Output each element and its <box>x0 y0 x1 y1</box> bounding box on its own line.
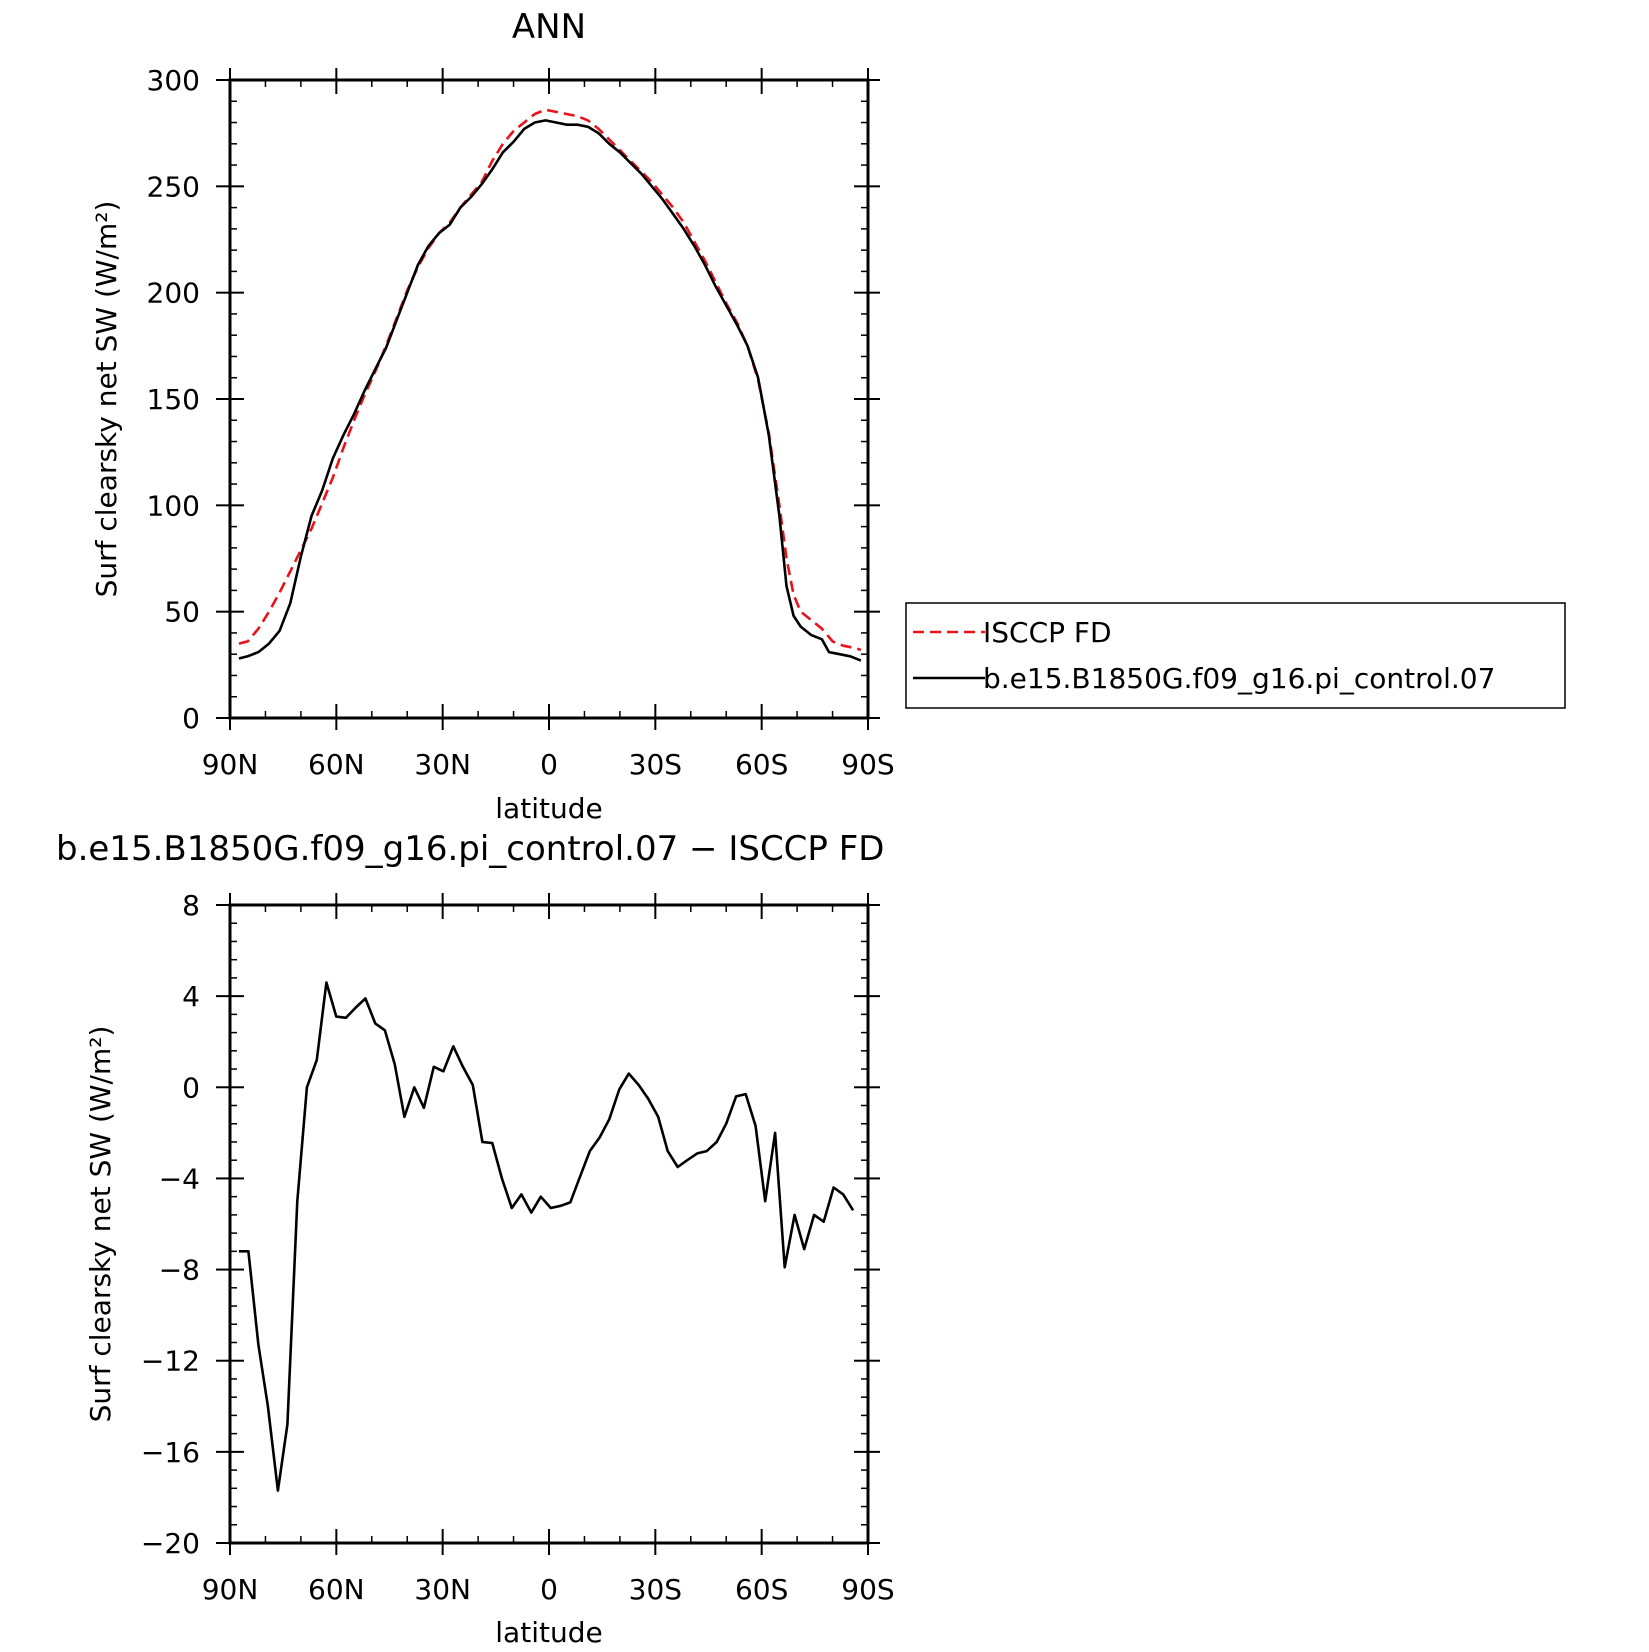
legend-label-model: b.e15.B1850G.f09_g16.pi_control.07 <box>983 662 1495 695</box>
top-ytick-label: 300 <box>147 64 200 97</box>
top-xtick-label: 60N <box>308 748 365 781</box>
top-series-line-1 <box>238 119 862 662</box>
bottom-plot-frame <box>228 903 870 1545</box>
top-axis-ticks: 90N 60N 30N 0 30S 60S 90S 0 50 100 150 200 250 300 <box>147 64 895 781</box>
bottom-ytick-label: −20 <box>141 1527 200 1560</box>
bottom-xtick-label: 90N <box>202 1573 259 1606</box>
top-panel-title: ANN <box>512 7 586 47</box>
top-xtick-label: 30N <box>414 748 471 781</box>
bottom-xtick-label: 0 <box>540 1573 558 1606</box>
bottom-ytick-label: 8 <box>182 889 200 922</box>
legend: ISCCP FD b.e15.B1850G.f09_g16.pi_control… <box>905 602 1566 709</box>
legend-label-isccp: ISCCP FD <box>983 616 1112 649</box>
bottom-xtick-label: 30S <box>629 1573 682 1606</box>
bottom-series-line-0 <box>238 981 855 1492</box>
bottom-x-axis-label: latitude <box>495 1616 602 1649</box>
bottom-series-lines <box>238 981 855 1492</box>
bottom-xtick-label: 60N <box>308 1573 365 1606</box>
top-ytick-label: 200 <box>147 277 200 310</box>
bottom-xtick-label: 60S <box>735 1573 788 1606</box>
top-ytick-label: 250 <box>147 170 200 203</box>
bottom-ytick-label: −12 <box>141 1345 200 1378</box>
bottom-ytick-label: −8 <box>159 1254 200 1287</box>
top-x-axis-label: latitude <box>495 792 602 825</box>
top-xtick-label: 0 <box>540 748 558 781</box>
top-series-line-0 <box>238 108 862 652</box>
top-ytick-label: 0 <box>182 702 200 735</box>
bottom-xtick-label: 90S <box>841 1573 894 1606</box>
top-xtick-label: 90S <box>841 748 894 781</box>
top-xtick-label: 90N <box>202 748 259 781</box>
bottom-xtick-label: 30N <box>414 1573 471 1606</box>
bottom-y-axis-label: Surf clearsky net SW (W/m²) <box>84 1026 117 1423</box>
top-xtick-label: 60S <box>735 748 788 781</box>
top-ytick-label: 100 <box>147 489 200 522</box>
bottom-ytick-label: −4 <box>159 1162 200 1195</box>
top-xtick-label: 30S <box>629 748 682 781</box>
top-plot-frame <box>228 78 870 720</box>
annual-mean-panel: ANN 90N 60N 30N 0 30S 60S 90S 0 50 100 150 200 250 30… <box>90 7 895 825</box>
top-ytick-label: 50 <box>164 596 200 629</box>
bottom-ytick-label: −16 <box>141 1436 200 1469</box>
bottom-panel-title: b.e15.B1850G.f09_g16.pi_control.07 − ISC… <box>56 829 884 869</box>
legend-box <box>905 602 1566 709</box>
top-ytick-label: 150 <box>147 383 200 416</box>
bottom-axis-ticks: 90N 60N 30N 0 30S 60S 90S 8 4 0 −4 −8 −12 −16 −20 <box>141 889 895 1606</box>
top-series-lines <box>238 108 862 662</box>
top-y-axis-label: Surf clearsky net SW (W/m²) <box>90 201 123 598</box>
difference-panel: b.e15.B1850G.f09_g16.pi_control.07 − ISC… <box>56 829 895 1649</box>
bottom-ytick-label: 0 <box>182 1071 200 1104</box>
bottom-ytick-label: 4 <box>182 980 200 1013</box>
